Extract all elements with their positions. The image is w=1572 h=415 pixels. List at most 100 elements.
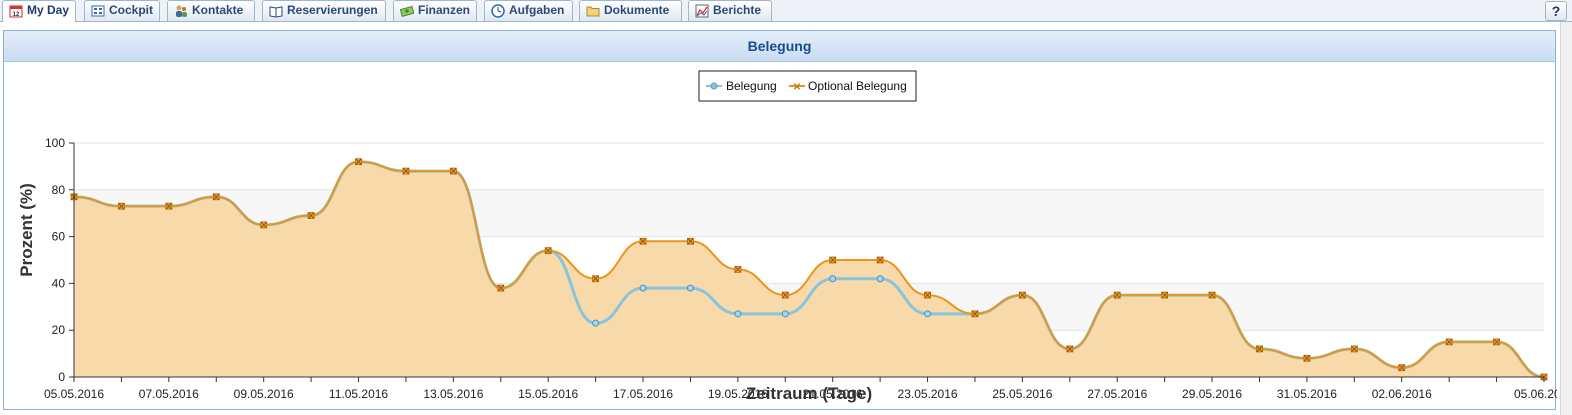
calendar-icon: 12 <box>9 5 23 18</box>
y-tick-label: 20 <box>52 323 66 337</box>
tab-aufgaben[interactable]: Aufgaben <box>484 0 573 21</box>
data-point-optional-belegung[interactable] <box>1303 354 1311 362</box>
panel-title: Belegung <box>4 31 1555 62</box>
series-area-belegung <box>74 161 1544 377</box>
data-point-optional-belegung[interactable] <box>544 247 552 255</box>
tab-dokumente[interactable]: Dokumente <box>579 0 682 21</box>
tab-label: Dokumente <box>604 3 670 17</box>
tab-finanzen[interactable]: Finanzen <box>393 0 477 21</box>
data-point-optional-belegung[interactable] <box>734 265 742 273</box>
tab-label: Reservierungen <box>287 3 378 17</box>
data-point-optional-belegung[interactable] <box>402 167 410 175</box>
y-tick-label: 60 <box>52 230 66 244</box>
data-point-belegung[interactable] <box>876 275 884 283</box>
window-scrollbar[interactable] <box>1560 22 1572 415</box>
svg-text:12: 12 <box>13 12 20 18</box>
data-point-belegung[interactable] <box>592 319 600 327</box>
data-point-optional-belegung[interactable] <box>307 212 315 219</box>
tab-label: Kontakte <box>192 3 244 17</box>
x-tick-label: 09.05.2016 <box>234 387 294 401</box>
data-point-optional-belegung[interactable] <box>1350 345 1358 353</box>
chart-legend: Belegung ✕ Optional Belegung <box>698 70 917 102</box>
data-point-optional-belegung[interactable] <box>1018 291 1026 299</box>
data-point-optional-belegung[interactable] <box>355 158 362 166</box>
data-point-optional-belegung[interactable] <box>1113 291 1121 299</box>
help-button[interactable]: ? <box>1545 1 1567 21</box>
data-point-optional-belegung[interactable] <box>687 237 694 245</box>
x-tick-label: 11.05.2016 <box>329 387 388 401</box>
y-tick-label: 100 <box>45 136 65 150</box>
data-point-optional-belegung[interactable] <box>876 256 884 264</box>
data-point-optional-belegung[interactable] <box>449 167 457 175</box>
x-tick-label: 13.05.2016 <box>423 387 483 401</box>
data-point-belegung[interactable] <box>686 284 694 292</box>
tab-my-day[interactable]: 12 My Day <box>2 0 76 22</box>
tab-label: Finanzen <box>418 3 471 17</box>
occupancy-panel: Belegung 0 20 40 60 80 100 05.05.2016 07.05.201… <box>3 30 1557 410</box>
folder-icon <box>586 6 600 17</box>
data-point-optional-belegung[interactable] <box>260 221 268 229</box>
data-point-optional-belegung[interactable] <box>1161 291 1169 299</box>
data-point-belegung[interactable] <box>924 310 932 318</box>
contacts-icon <box>176 5 187 17</box>
tab-reservierungen[interactable]: Reservierungen <box>262 0 386 21</box>
legend-label-belegung: Belegung <box>726 79 777 93</box>
data-point-belegung[interactable] <box>734 310 742 318</box>
data-point-optional-belegung[interactable] <box>497 284 505 292</box>
data-point-optional-belegung[interactable] <box>592 275 600 283</box>
x-tick-label: 29.05.2016 <box>1182 387 1242 401</box>
y-tick-label: 0 <box>58 370 65 384</box>
x-tick-label: 31.05.2016 <box>1277 387 1337 401</box>
tab-label: My Day <box>27 3 70 17</box>
tab-label: Cockpit <box>109 3 154 17</box>
tab-bar: 12 My Day Cockpit Kontakte Reservierunge… <box>0 0 1572 22</box>
tab-label: Berichte <box>713 3 762 17</box>
y-axis-title: Prozent (%) <box>17 183 36 277</box>
dashboard-icon <box>91 5 105 17</box>
tab-label: Aufgaben <box>509 3 565 17</box>
x-tick-label: 27.05.2016 <box>1087 387 1147 401</box>
x-tick-label: 05.05.2016 <box>44 387 104 401</box>
data-point-belegung[interactable] <box>829 275 837 283</box>
x-tick-label: 05.06.2016 <box>1514 387 1557 401</box>
data-point-optional-belegung[interactable] <box>1445 338 1453 346</box>
data-point-optional-belegung[interactable] <box>971 310 979 318</box>
data-point-belegung[interactable] <box>639 284 647 292</box>
legend-item-belegung[interactable]: Belegung <box>706 79 777 93</box>
tab-berichte[interactable]: Berichte <box>688 0 772 21</box>
data-point-optional-belegung[interactable] <box>1493 338 1500 346</box>
series-line-optional-belegung <box>73 160 1545 378</box>
money-icon <box>400 5 414 18</box>
tab-kontakte[interactable]: Kontakte <box>167 0 255 21</box>
x-tick-label: 07.05.2016 <box>139 387 199 401</box>
data-point-optional-belegung[interactable] <box>781 291 789 299</box>
x-tick-label: 23.05.2016 <box>898 387 958 401</box>
data-point-optional-belegung[interactable] <box>639 237 647 245</box>
x-axis-title: Zeitraum (Tage) <box>746 384 872 403</box>
data-point-optional-belegung[interactable] <box>829 256 837 264</box>
occupancy-chart: 0 20 40 60 80 100 05.05.2016 07.05.2016 09.05.20… <box>17 70 1557 403</box>
data-point-belegung[interactable] <box>781 310 789 318</box>
y-tick-label: 40 <box>52 276 66 290</box>
clock-icon <box>491 4 505 18</box>
svg-text:✕: ✕ <box>793 82 801 93</box>
data-point-optional-belegung[interactable] <box>1398 364 1406 372</box>
data-point-optional-belegung[interactable] <box>1066 345 1074 353</box>
data-point-optional-belegung[interactable] <box>1208 291 1216 299</box>
book-icon <box>269 6 283 18</box>
legend-label-optional-belegung: Optional Belegung <box>808 79 907 93</box>
series-area-optional-belegung <box>74 161 1544 377</box>
x-tick-label: 15.05.2016 <box>518 387 578 401</box>
data-point-optional-belegung[interactable] <box>1256 345 1263 353</box>
x-tick-label: 21.05.2016 <box>803 387 863 401</box>
x-tick-label: 19.05.2016 <box>708 387 768 401</box>
data-point-optional-belegung[interactable] <box>165 202 173 210</box>
tab-cockpit[interactable]: Cockpit <box>84 0 160 21</box>
data-point-optional-belegung[interactable] <box>118 202 125 210</box>
legend-item-optional-belegung[interactable]: ✕ Optional Belegung <box>789 79 907 93</box>
x-tick-label: 02.06.2016 <box>1372 387 1432 401</box>
data-point-optional-belegung[interactable] <box>924 291 931 299</box>
data-point-optional-belegung[interactable] <box>212 193 220 201</box>
report-chart-icon <box>695 4 709 18</box>
grid-band <box>74 143 1544 190</box>
